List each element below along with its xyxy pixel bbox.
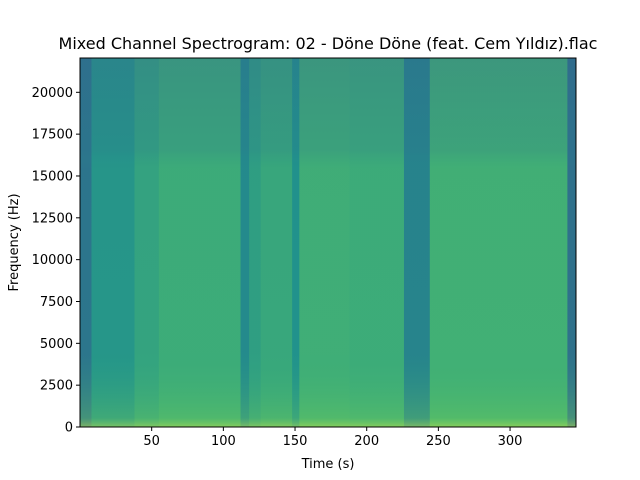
y-axis-label: Frequency (Hz) [7, 193, 22, 291]
y-axis-ticks: 0 2500 5000 7500 10000 12500 15000 17500 20000 [32, 86, 80, 436]
x-tick-label: 50 [143, 434, 160, 449]
x-axis-ticks: 50 100 150 200 250 300 [143, 427, 522, 449]
x-tick-label: 150 [283, 434, 308, 449]
chart-title: Mixed Channel Spectrogram: 02 - Döne Dön… [59, 34, 598, 53]
x-tick-label: 300 [498, 434, 523, 449]
plot-area [80, 58, 576, 427]
y-tick-label: 2500 [40, 379, 73, 394]
plot-frame [79, 57, 577, 428]
frequency-shading [80, 58, 576, 427]
x-tick-label: 100 [211, 434, 236, 449]
y-tick-label: 7500 [40, 295, 73, 310]
y-tick-label: 12500 [32, 211, 73, 226]
y-tick-label: 5000 [40, 337, 73, 352]
y-tick-label: 15000 [32, 169, 73, 184]
y-tick-label: 20000 [32, 86, 73, 101]
y-tick-label: 17500 [32, 128, 73, 143]
x-axis-label: Time (s) [301, 457, 355, 472]
y-tick-label: 0 [65, 421, 73, 436]
x-tick-label: 250 [426, 434, 451, 449]
y-tick-label: 10000 [32, 253, 73, 268]
x-tick-label: 200 [354, 434, 379, 449]
